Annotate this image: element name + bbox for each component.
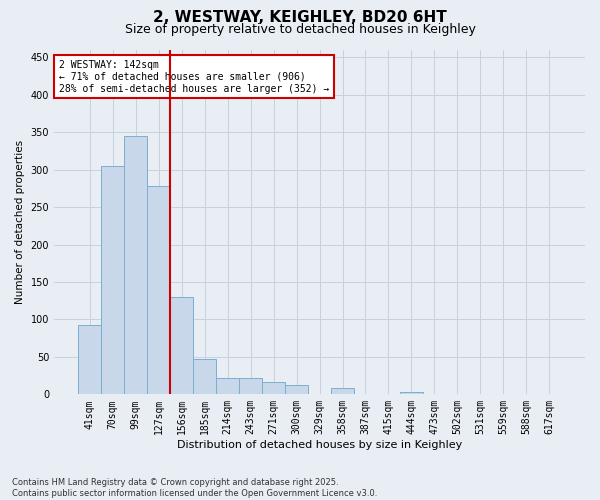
Bar	[170, 297, 193, 394]
Bar	[78, 324, 101, 394]
Text: Size of property relative to detached houses in Keighley: Size of property relative to detached ho…	[125, 22, 475, 36]
Bar	[400, 392, 423, 394]
Bar	[101, 166, 124, 394]
Bar	[285, 386, 308, 394]
Text: 2, WESTWAY, KEIGHLEY, BD20 6HT: 2, WESTWAY, KEIGHLEY, BD20 6HT	[153, 10, 447, 25]
Bar	[124, 136, 147, 394]
Bar	[216, 378, 239, 394]
Text: 2 WESTWAY: 142sqm
← 71% of detached houses are smaller (906)
28% of semi-detache: 2 WESTWAY: 142sqm ← 71% of detached hous…	[59, 60, 329, 94]
Bar	[147, 186, 170, 394]
Bar	[193, 359, 216, 394]
Bar	[262, 382, 285, 394]
Bar	[331, 388, 354, 394]
Y-axis label: Number of detached properties: Number of detached properties	[15, 140, 25, 304]
Bar	[239, 378, 262, 394]
X-axis label: Distribution of detached houses by size in Keighley: Distribution of detached houses by size …	[177, 440, 462, 450]
Text: Contains HM Land Registry data © Crown copyright and database right 2025.
Contai: Contains HM Land Registry data © Crown c…	[12, 478, 377, 498]
